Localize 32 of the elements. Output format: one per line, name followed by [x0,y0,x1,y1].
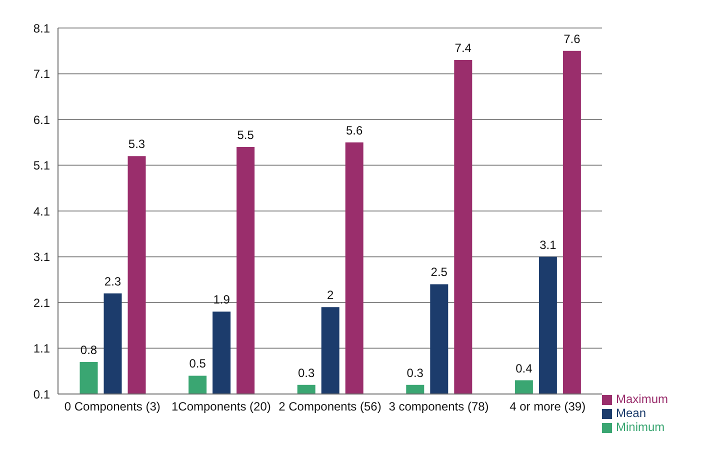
y-tick-label: 1.1 [33,342,50,356]
y-tick-label: 6.1 [33,112,50,127]
y-tick-label: 4.1 [33,204,50,218]
x-tick-label: 3 components (78) [388,400,489,414]
data-label: 0.8 [80,342,98,357]
data-label: 0.4 [516,361,533,376]
y-tick-label: 8.1 [33,21,50,36]
data-label: 2.5 [430,265,448,280]
y-tick-label: 0.1 [33,387,50,402]
x-tick-label: 1Components (20) [172,400,271,414]
data-label: 2 [327,288,334,302]
data-label: 7.4 [454,41,472,56]
data-label: 0.3 [406,366,424,380]
x-tick-label: 4 or more (39) [510,400,586,414]
data-label: 5.5 [237,128,254,142]
data-label: 3.1 [540,238,557,252]
data-label: 7.6 [564,32,581,46]
y-tick-label: 5.1 [33,158,50,173]
data-label: 1.9 [213,292,230,307]
y-tick-label: 7.1 [33,67,50,82]
data-label: 5.3 [128,137,146,152]
legend-label: Minimum [616,420,665,434]
x-tick-label: 2 Components (56) [278,400,382,414]
legend-label: Maximum [616,392,668,406]
legend-label: Mean [616,406,646,420]
data-label: 5.6 [346,123,364,138]
y-tick-label: 3.1 [33,250,50,264]
data-label: 0.5 [189,356,206,371]
data-label: 0.3 [298,366,316,380]
data-label: 2.3 [104,274,122,288]
x-tick-label: 0 Components (3) [64,400,160,414]
y-tick-label: 2.1 [33,296,50,310]
